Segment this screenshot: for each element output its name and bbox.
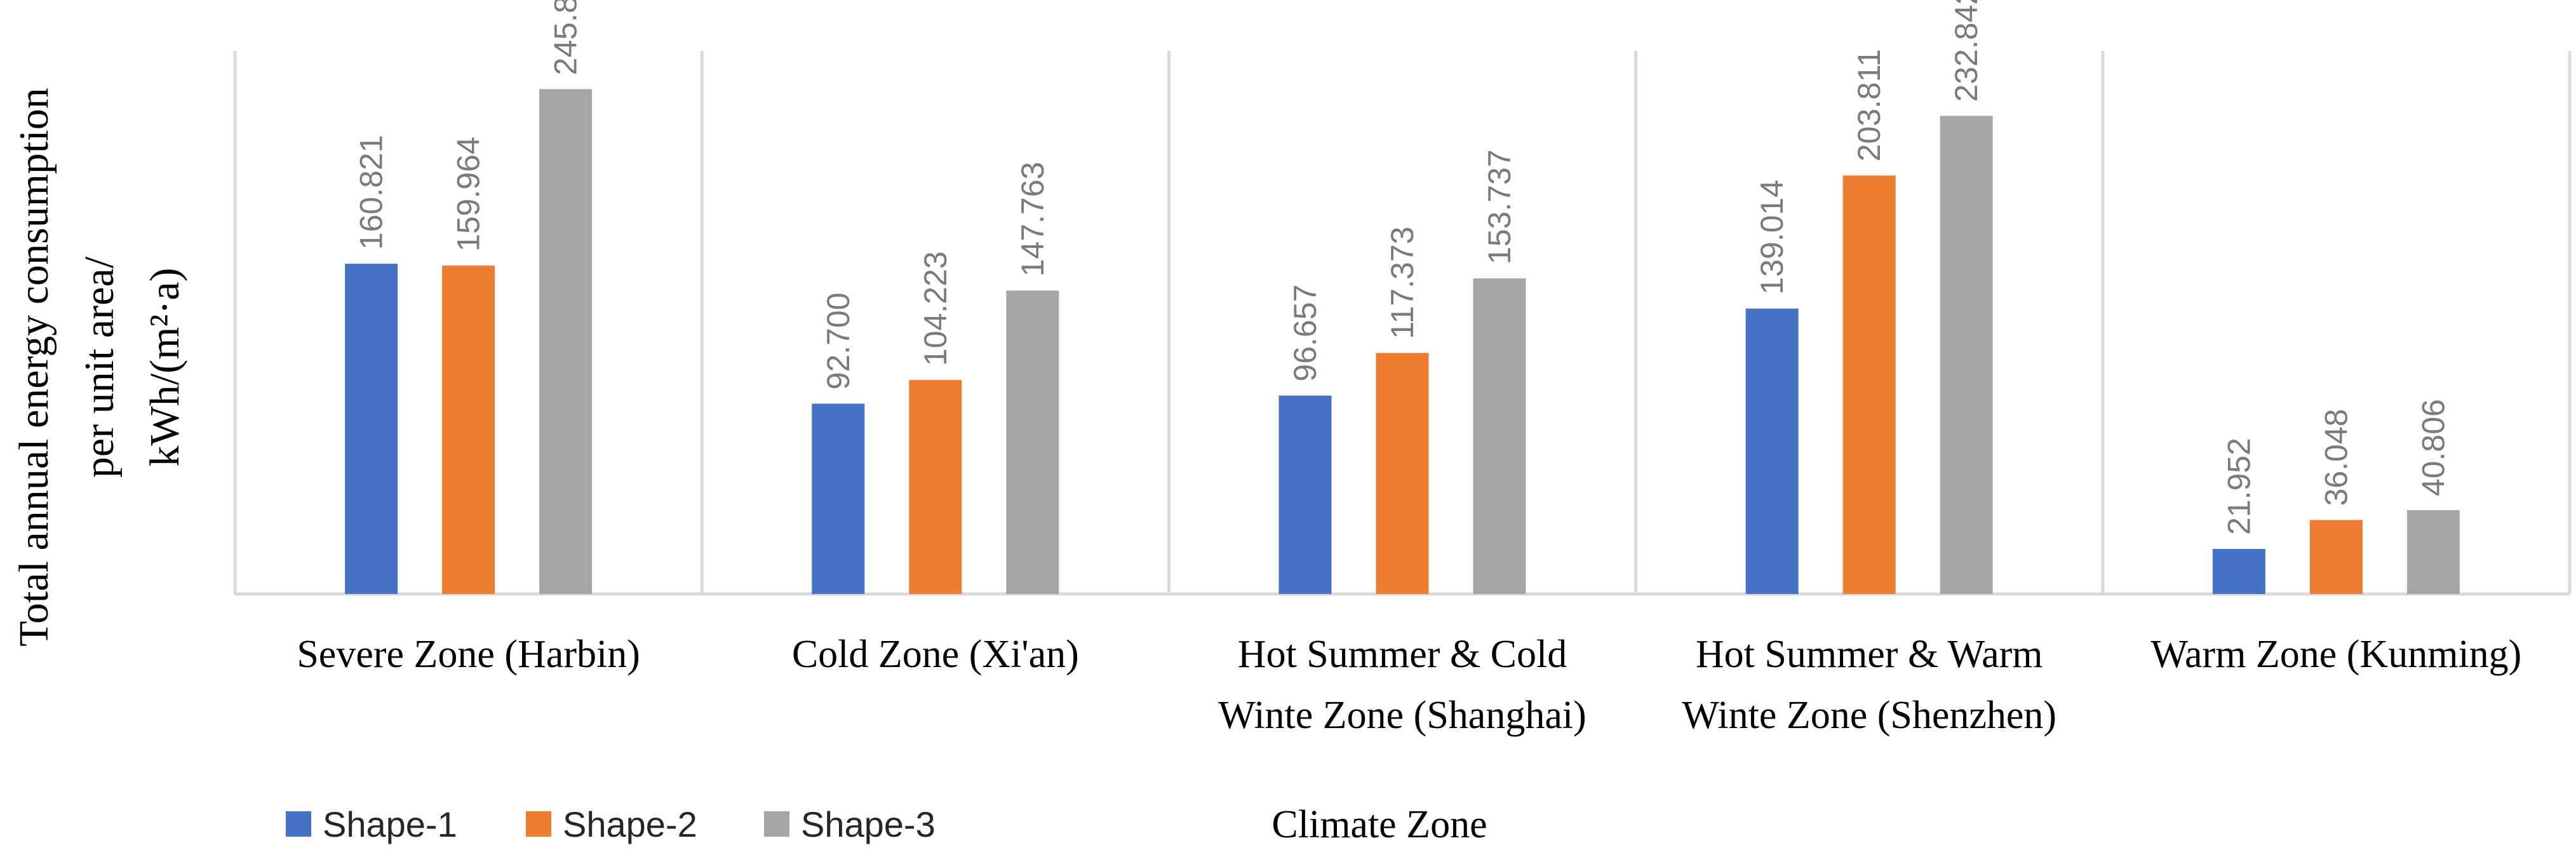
x-axis-title: Climate Zone bbox=[1271, 803, 1487, 846]
x-tick-label: Warm Zone (Kunming) bbox=[2150, 633, 2521, 676]
value-label: 104.223 bbox=[918, 251, 953, 366]
bar-shape-1-4 bbox=[2212, 549, 2265, 594]
legend-swatch bbox=[526, 811, 551, 837]
bar-shape-2-1 bbox=[909, 380, 962, 594]
x-tick-label: Cold Zone (Xi'an) bbox=[792, 633, 1079, 676]
y-axis-title-line: Total annual energy consumption bbox=[11, 88, 57, 646]
value-label: 96.657 bbox=[1287, 285, 1323, 382]
value-label: 117.373 bbox=[1385, 227, 1420, 339]
value-label: 147.763 bbox=[1015, 162, 1050, 277]
y-axis-title-line: kWh/(m²·a) bbox=[142, 268, 188, 467]
legend-swatch bbox=[764, 811, 789, 837]
value-label: 21.952 bbox=[2221, 438, 2257, 535]
category-separators bbox=[233, 51, 2572, 594]
legend: Shape-1 Shape-2 Shape-3 bbox=[286, 804, 936, 844]
value-label: 232.842 bbox=[1949, 0, 1984, 102]
bar-shape-2-0 bbox=[442, 265, 495, 594]
bars-layer bbox=[345, 89, 2460, 594]
x-tick-label: Severe Zone (Harbin) bbox=[297, 633, 640, 676]
value-label: 159.964 bbox=[451, 137, 486, 252]
bar-shape-1-0 bbox=[345, 264, 398, 594]
x-tick-label: Hot Summer & Warm bbox=[1696, 633, 2043, 676]
x-tick-labels: Severe Zone (Harbin) Cold Zone (Xi'an) Hot… bbox=[297, 633, 2521, 737]
value-label: 160.821 bbox=[354, 135, 389, 250]
bar-shape-1-2 bbox=[1278, 395, 1332, 594]
bar-shape-2-2 bbox=[1376, 353, 1429, 594]
value-label: 245.872 bbox=[548, 0, 584, 75]
legend-swatch bbox=[286, 811, 311, 837]
bar-shape-3-4 bbox=[2406, 510, 2460, 594]
value-label: 139.014 bbox=[1754, 180, 1790, 295]
legend-label: Shape-3 bbox=[801, 804, 936, 844]
x-tick-label: Winte Zone (Shenzhen) bbox=[1682, 694, 2056, 737]
bar-shape-3-1 bbox=[1006, 290, 1059, 594]
legend-item-shape-3: Shape-3 bbox=[764, 804, 936, 844]
bar-shape-1-3 bbox=[1745, 308, 1799, 594]
y-axis-title: Total annual energy consumption per unit … bbox=[11, 88, 188, 646]
value-label: 153.737 bbox=[1482, 149, 1517, 264]
bar-shape-2-3 bbox=[1842, 175, 1896, 594]
bar-shape-3-3 bbox=[1940, 116, 1993, 594]
bar-shape-1-1 bbox=[812, 403, 865, 594]
bar-shape-3-0 bbox=[539, 89, 593, 594]
value-label: 36.048 bbox=[2318, 409, 2354, 506]
y-axis-title-line: per unit area/ bbox=[76, 256, 123, 478]
x-tick-label: Winte Zone (Shanghai) bbox=[1218, 694, 1586, 737]
bar-shape-2-4 bbox=[2309, 520, 2363, 594]
value-label: 92.700 bbox=[821, 292, 856, 389]
legend-item-shape-2: Shape-2 bbox=[526, 804, 697, 844]
value-label: 203.811 bbox=[1851, 49, 1887, 161]
legend-label: Shape-1 bbox=[323, 804, 457, 844]
value-label: 40.806 bbox=[2415, 399, 2451, 496]
x-tick-label: Hot Summer & Cold bbox=[1238, 633, 1567, 676]
legend-label: Shape-2 bbox=[563, 804, 697, 844]
legend-item-shape-1: Shape-1 bbox=[286, 804, 457, 844]
bar-shape-3-2 bbox=[1473, 278, 1526, 594]
value-labels-layer: 160.821 92.700 96.657 139.014 21.952 159.964 1… bbox=[354, 0, 2452, 535]
